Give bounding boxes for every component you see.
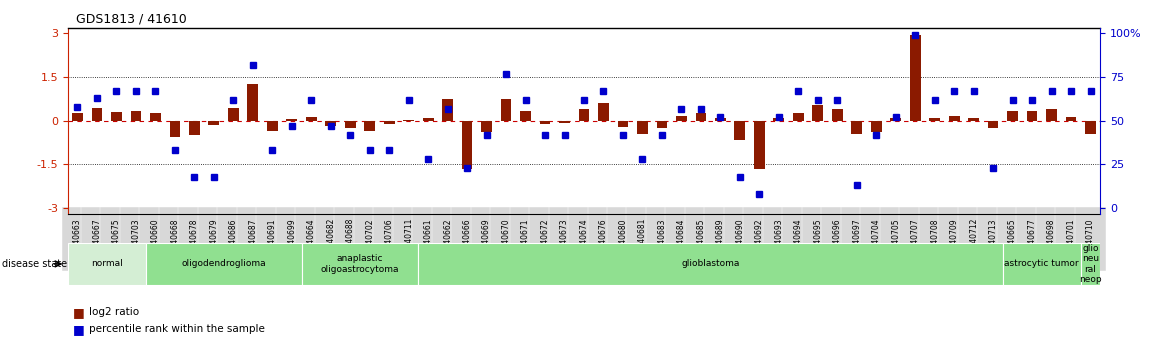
Text: disease state: disease state	[2, 259, 68, 269]
Bar	[189, 121, 200, 135]
Text: astrocytic tumor: astrocytic tumor	[1004, 259, 1079, 268]
Bar	[1027, 110, 1037, 121]
Bar	[735, 121, 745, 140]
Bar	[871, 121, 882, 132]
Text: log2 ratio: log2 ratio	[89, 307, 139, 317]
Bar	[111, 112, 121, 121]
Text: ■: ■	[72, 323, 84, 336]
Bar	[1080, 243, 1100, 285]
Bar	[755, 121, 765, 169]
Bar	[793, 114, 804, 121]
Bar	[150, 112, 161, 121]
Bar	[146, 243, 301, 285]
Bar	[131, 110, 141, 121]
Text: oligodendroglioma: oligodendroglioma	[181, 259, 266, 268]
Text: glioblastoma: glioblastoma	[681, 259, 739, 268]
Bar	[559, 121, 570, 123]
Bar	[326, 121, 336, 126]
Bar	[443, 99, 453, 121]
Bar	[676, 116, 687, 121]
Bar	[306, 117, 317, 121]
Bar	[461, 121, 473, 169]
Bar	[637, 121, 648, 134]
Bar	[656, 121, 667, 128]
Text: glio
neu
ral
neop: glio neu ral neop	[1079, 244, 1101, 284]
Bar	[598, 103, 609, 121]
Bar	[540, 121, 550, 124]
Bar	[1047, 109, 1057, 121]
Bar	[423, 118, 433, 121]
Bar	[1003, 243, 1080, 285]
Bar	[773, 118, 784, 121]
Bar	[948, 116, 959, 121]
Bar	[286, 119, 297, 121]
Bar	[91, 108, 103, 121]
Bar	[345, 121, 355, 128]
Bar	[68, 243, 146, 285]
Bar	[384, 121, 395, 124]
Bar	[520, 110, 531, 121]
Bar	[988, 121, 999, 128]
Bar	[851, 121, 862, 134]
Text: ■: ■	[72, 306, 84, 319]
Bar	[301, 243, 418, 285]
Bar	[418, 243, 1003, 285]
Bar	[910, 35, 920, 121]
Bar	[695, 114, 707, 121]
Bar	[968, 118, 979, 121]
Bar	[481, 121, 492, 132]
Bar	[228, 108, 238, 121]
Bar	[248, 85, 258, 121]
Bar	[813, 105, 823, 121]
Bar	[930, 118, 940, 121]
Bar	[832, 109, 842, 121]
Text: percentile rank within the sample: percentile rank within the sample	[89, 325, 265, 334]
Bar	[890, 118, 901, 121]
Bar	[715, 118, 725, 121]
Bar	[267, 121, 278, 131]
Bar	[72, 114, 83, 121]
Bar	[1085, 121, 1096, 134]
Text: anaplastic
oligoastrocytoma: anaplastic oligoastrocytoma	[321, 254, 399, 274]
Bar	[403, 120, 413, 121]
Bar	[578, 109, 590, 121]
Bar	[209, 121, 220, 125]
Bar	[1007, 110, 1018, 121]
Bar	[169, 121, 180, 137]
Text: GDS1813 / 41610: GDS1813 / 41610	[76, 12, 187, 25]
Bar	[618, 121, 628, 127]
Bar	[501, 99, 512, 121]
Text: normal: normal	[91, 259, 123, 268]
Bar	[364, 121, 375, 131]
Bar	[1065, 117, 1077, 121]
